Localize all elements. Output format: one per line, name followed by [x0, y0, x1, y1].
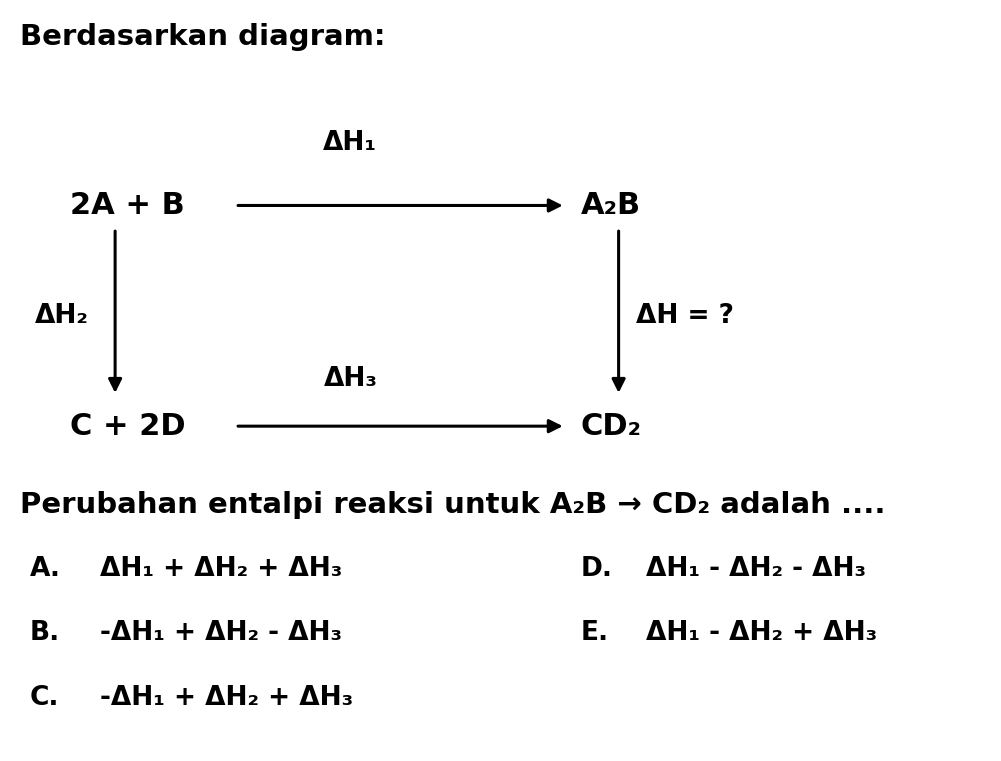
- Text: ΔH₁ + ΔH₂ + ΔH₃: ΔH₁ + ΔH₂ + ΔH₃: [100, 556, 342, 581]
- Text: ΔH₃: ΔH₃: [323, 366, 377, 392]
- Text: Perubahan entalpi reaksi untuk A₂B → CD₂ adalah ....: Perubahan entalpi reaksi untuk A₂B → CD₂…: [20, 491, 886, 519]
- Text: CD₂: CD₂: [581, 412, 642, 441]
- Text: Berdasarkan diagram:: Berdasarkan diagram:: [20, 23, 385, 51]
- Text: B.: B.: [30, 620, 60, 646]
- Text: ΔH₁ - ΔH₂ + ΔH₃: ΔH₁ - ΔH₂ + ΔH₃: [646, 620, 877, 646]
- Text: D.: D.: [581, 556, 613, 581]
- Text: ΔH₂: ΔH₂: [35, 303, 89, 329]
- Text: A.: A.: [30, 556, 61, 581]
- Text: ΔH₁: ΔH₁: [323, 130, 377, 156]
- Text: C + 2D: C + 2D: [70, 412, 186, 441]
- Text: -ΔH₁ + ΔH₂ + ΔH₃: -ΔH₁ + ΔH₂ + ΔH₃: [100, 685, 353, 711]
- Text: -ΔH₁ + ΔH₂ - ΔH₃: -ΔH₁ + ΔH₂ - ΔH₃: [100, 620, 342, 646]
- Text: ΔH = ?: ΔH = ?: [636, 303, 734, 329]
- Text: E.: E.: [581, 620, 609, 646]
- Text: 2A + B: 2A + B: [70, 191, 185, 220]
- Text: A₂B: A₂B: [581, 191, 641, 220]
- Text: ΔH₁ - ΔH₂ - ΔH₃: ΔH₁ - ΔH₂ - ΔH₃: [646, 556, 866, 581]
- Text: C.: C.: [30, 685, 59, 711]
